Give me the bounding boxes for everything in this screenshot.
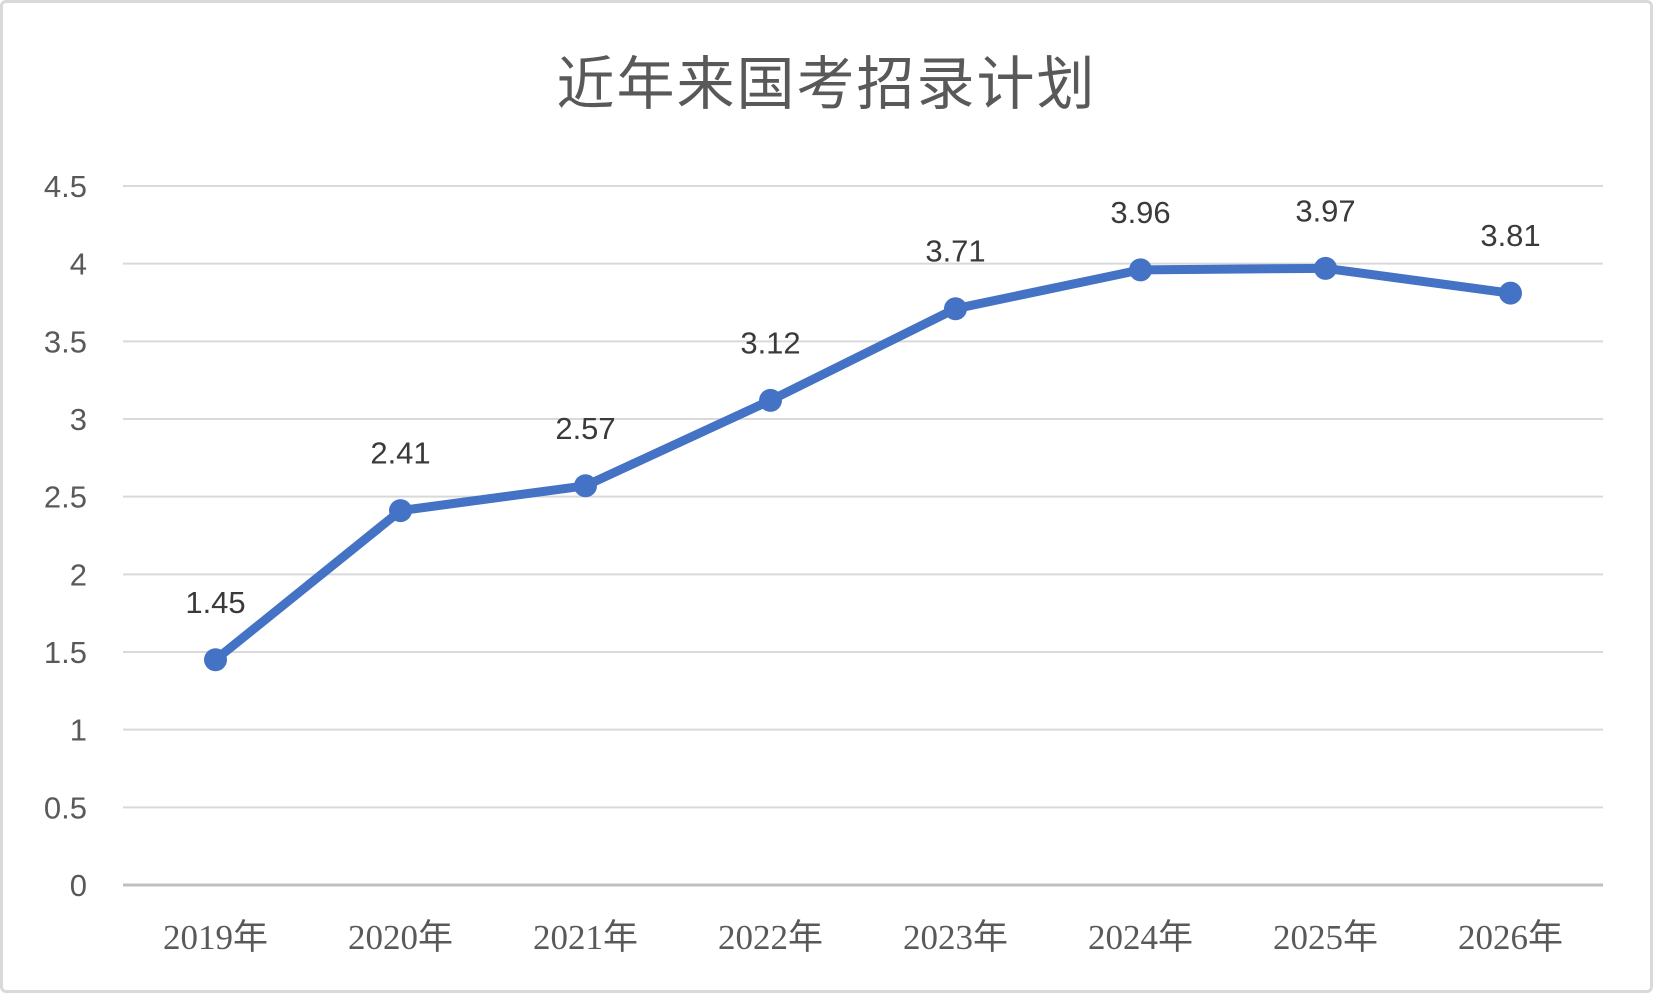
x-tick-label: 2019年	[163, 918, 268, 957]
x-tick-label: 2024年	[1088, 918, 1193, 957]
y-tick-label: 2.5	[44, 480, 87, 515]
data-point-marker	[759, 388, 782, 412]
y-tick-label: 4.5	[44, 169, 87, 204]
data-point-marker	[1314, 256, 1337, 280]
data-point-marker	[1129, 258, 1152, 282]
x-tick-label: 2023年	[903, 918, 1008, 957]
x-tick-label: 2025年	[1273, 918, 1378, 957]
y-tick-label: 3.5	[44, 324, 87, 359]
data-point-marker	[944, 297, 967, 321]
x-tick-label: 2022年	[718, 918, 823, 957]
y-tick-label: 0.5	[44, 790, 87, 825]
data-point-marker	[574, 474, 597, 498]
data-point-marker	[204, 648, 227, 672]
data-label: 3.71	[925, 234, 985, 269]
data-point-marker	[389, 499, 412, 523]
data-label: 3.97	[1295, 193, 1355, 228]
y-tick-label: 0	[70, 868, 87, 903]
x-tick-label: 2021年	[533, 918, 638, 957]
line-chart-plot: 0 0.5 1 1.5 2 2.5 3 3.5 4 4.5 2019年 2020年 2021年 2022年…	[44, 169, 1603, 957]
y-tick-label: 3	[70, 402, 87, 437]
chart-title: 近年来国考招录计划	[556, 52, 1097, 117]
series-line	[211, 263, 1515, 665]
y-tick-label: 1.5	[44, 635, 87, 670]
data-label: 3.12	[740, 325, 800, 360]
y-tick-label: 1	[70, 713, 87, 748]
y-tick-label: 4	[70, 247, 87, 282]
data-label: 2.41	[370, 436, 430, 471]
y-tick-label: 2	[70, 557, 87, 592]
x-tick-label: 2026年	[1458, 918, 1563, 957]
data-label: 2.57	[555, 411, 615, 446]
x-tick-label: 2020年	[348, 918, 453, 957]
data-label: 3.96	[1110, 195, 1170, 230]
data-label: 3.81	[1480, 218, 1540, 253]
data-label: 1.45	[185, 585, 245, 620]
data-point-marker	[1499, 281, 1522, 305]
